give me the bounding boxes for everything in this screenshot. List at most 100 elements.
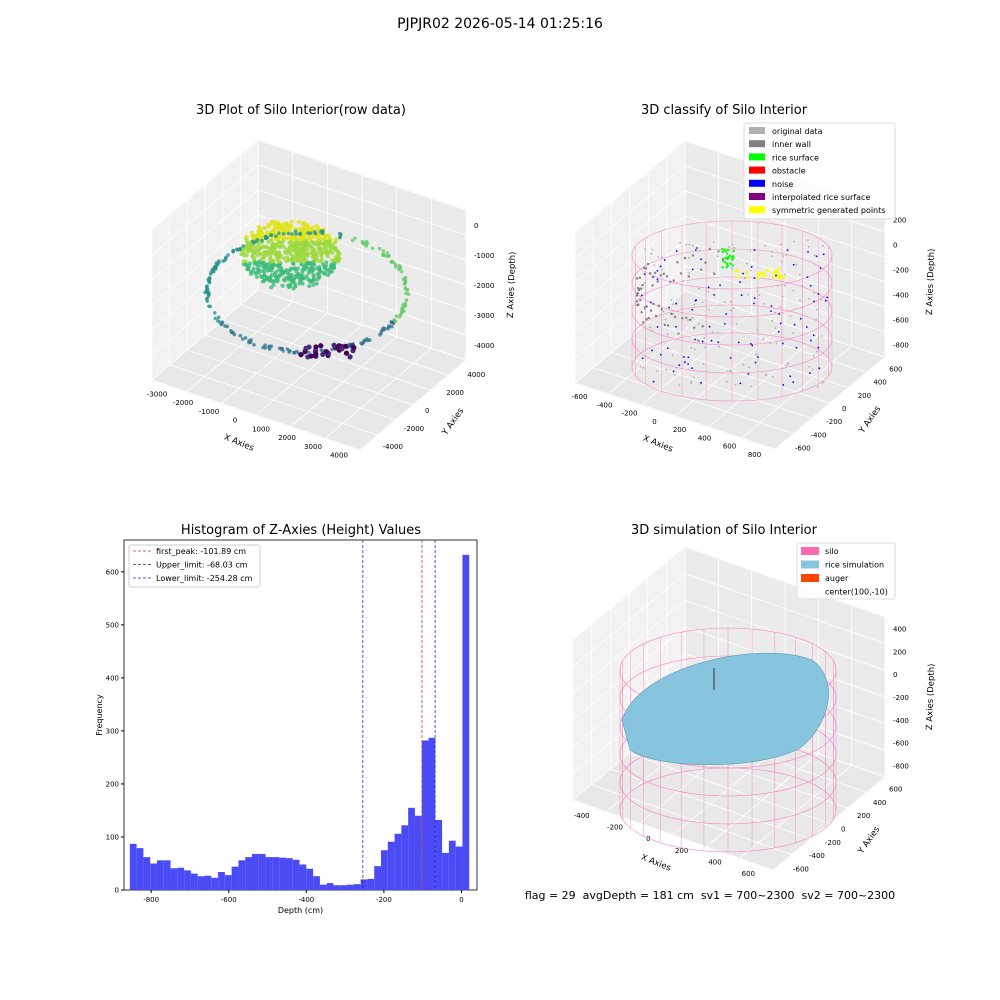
original-point xyxy=(815,318,817,321)
histogram-bar xyxy=(163,860,171,890)
histogram-bar xyxy=(184,870,191,890)
original-point xyxy=(712,241,715,244)
original-point xyxy=(786,362,789,364)
original-point xyxy=(644,308,646,310)
original-point xyxy=(749,249,752,252)
legend-swatch xyxy=(801,547,819,555)
symmetric-point xyxy=(775,270,779,274)
symmetric-point xyxy=(772,271,776,275)
symmetric-point xyxy=(760,271,764,275)
rice-surface-point xyxy=(727,256,730,260)
original-point xyxy=(813,292,816,294)
original-point xyxy=(687,319,689,321)
original-point xyxy=(733,246,735,249)
original-point xyxy=(723,301,726,304)
noise-point xyxy=(782,383,785,386)
histogram-bar xyxy=(279,857,286,890)
original-point xyxy=(774,327,777,330)
original-point xyxy=(811,368,814,371)
noise-point xyxy=(723,322,726,325)
classify-xtick: -200 xyxy=(622,410,638,418)
noise-point xyxy=(663,259,666,261)
noise-point xyxy=(713,293,716,296)
inner-wall-point xyxy=(647,316,650,320)
simulation-ytick: 200 xyxy=(857,812,870,820)
simulation-ztick: 400 xyxy=(893,625,906,633)
histogram-bar xyxy=(129,843,137,890)
original-point xyxy=(779,306,782,309)
symmetric-point xyxy=(763,274,767,278)
figure-title: PJPJR02 2026-05-14 01:25:16 xyxy=(397,16,603,32)
original-point xyxy=(745,262,748,265)
simulation-ytick: 400 xyxy=(873,799,886,807)
legend-label: original data xyxy=(772,127,823,136)
noise-point xyxy=(753,277,756,280)
inner-wall-point xyxy=(645,318,648,321)
original-point xyxy=(664,318,667,321)
noise-point xyxy=(810,339,812,342)
inner-wall-point xyxy=(666,324,670,327)
original-point xyxy=(717,345,720,348)
histogram-bar xyxy=(224,875,232,890)
original-point xyxy=(639,365,642,368)
noise-point xyxy=(691,367,694,370)
classify-xtick: -400 xyxy=(597,401,613,409)
original-point xyxy=(817,385,819,388)
original-point xyxy=(815,350,818,353)
classify-ztick: -800 xyxy=(893,342,909,350)
original-point xyxy=(691,317,694,319)
histogram-bar xyxy=(319,884,327,890)
inner-wall-point xyxy=(652,302,655,306)
original-point xyxy=(674,373,676,376)
simulation-legend: silo rice simulation auger center(100,-10) xyxy=(796,542,896,600)
x-axis-label: Depth (cm) xyxy=(278,906,323,915)
histogram-bar xyxy=(340,885,348,890)
original-point xyxy=(813,254,816,257)
histogram-bar xyxy=(245,857,253,890)
noise-point xyxy=(778,313,781,315)
inner-wall-point xyxy=(635,294,639,297)
classify-ztick: 0 xyxy=(893,242,897,250)
noise-point xyxy=(672,370,675,373)
histogram-bar xyxy=(442,852,449,890)
raw-plot-title: 3D Plot of Silo Interior(row data) xyxy=(196,103,406,118)
noise-point xyxy=(719,284,721,287)
classify-xtick: 600 xyxy=(723,443,736,451)
original-point xyxy=(806,239,809,241)
symmetric-point xyxy=(736,275,740,279)
original-point xyxy=(698,250,701,252)
noise-point xyxy=(809,284,812,287)
inner-wall-point xyxy=(649,309,653,312)
histogram-bar xyxy=(360,879,368,890)
original-point xyxy=(733,306,735,309)
rice-surface-point xyxy=(729,262,732,265)
original-point xyxy=(735,323,738,326)
noise-point xyxy=(649,301,652,304)
original-point xyxy=(703,337,706,339)
classify-ytick: -400 xyxy=(811,431,827,439)
original-point xyxy=(770,255,773,258)
legend-label: rice surface xyxy=(772,153,819,162)
histogram-bar xyxy=(435,820,443,890)
original-point xyxy=(708,309,710,311)
noise-point xyxy=(694,249,697,251)
noise-point xyxy=(815,255,818,258)
legend-swatch xyxy=(749,206,765,214)
inner-wall-point xyxy=(644,267,648,270)
original-point xyxy=(676,332,679,335)
original-point xyxy=(822,381,824,384)
y-tick-label: 0 xyxy=(115,887,119,895)
symmetric-point xyxy=(782,275,786,279)
inner-wall-point xyxy=(637,288,641,292)
histogram-bar xyxy=(347,884,354,890)
original-point xyxy=(758,294,761,297)
original-point xyxy=(693,348,696,351)
histogram-bar xyxy=(394,833,402,890)
noise-point xyxy=(708,325,711,328)
inner-wall-point xyxy=(687,275,691,278)
noise-point xyxy=(739,281,741,284)
inner-wall-point xyxy=(635,277,639,280)
original-point xyxy=(675,366,678,369)
inner-wall-point xyxy=(712,272,716,276)
histogram-bar xyxy=(306,868,314,890)
